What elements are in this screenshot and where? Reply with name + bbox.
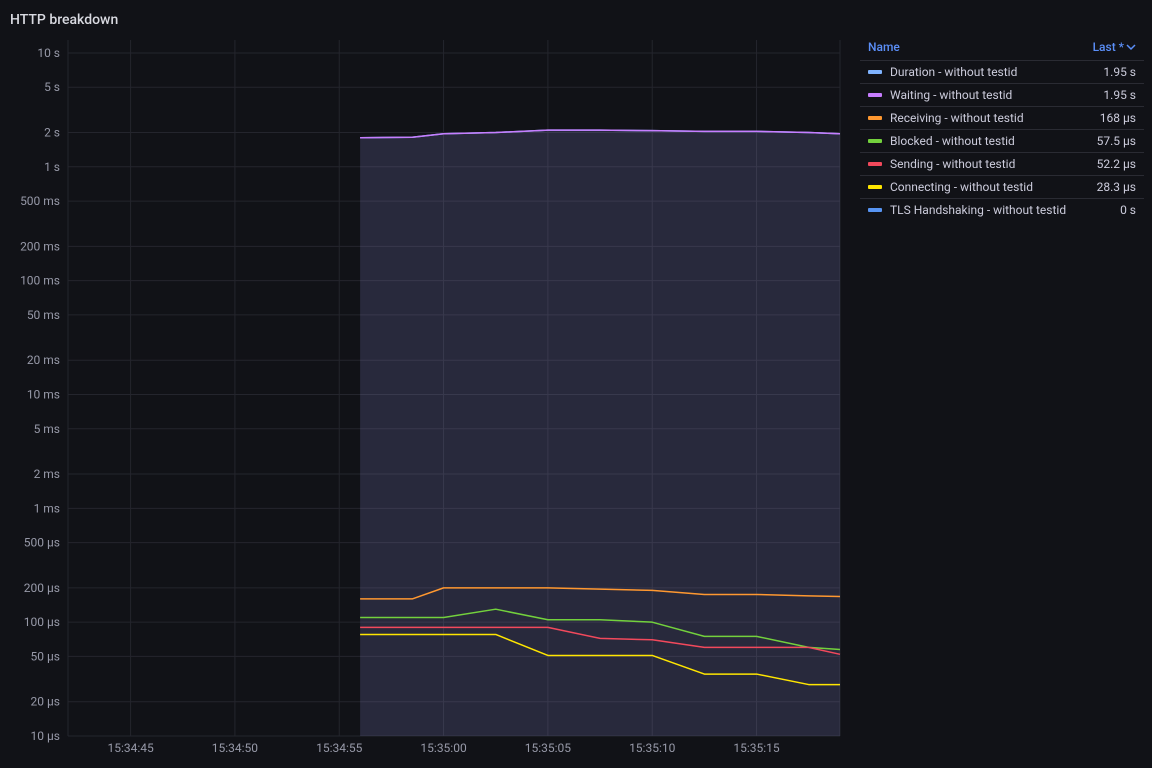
legend-label: Blocked - without testid — [890, 134, 1097, 148]
legend-value: 1.95 s — [1103, 65, 1136, 79]
legend-row[interactable]: Connecting - without testid28.3 µs — [860, 175, 1144, 198]
panel-body: 15:34:45 15:34:50 15:34:55 15:35:00 15:35:05… — [8, 36, 1144, 758]
legend-value: 168 µs — [1100, 111, 1136, 125]
legend-label: TLS Handshaking - without testid — [890, 203, 1120, 217]
legend-value: 0 s — [1120, 203, 1136, 217]
x-tick-label: 15:34:55 — [316, 741, 363, 755]
legend-row[interactable]: Duration - without testid1.95 s — [860, 60, 1144, 83]
x-tick-label: 15:35:05 — [525, 741, 572, 755]
x-tick-label: 15:34:45 — [107, 741, 154, 755]
legend-value-header[interactable]: Last * — [1093, 40, 1136, 54]
legend-label: Sending - without testid — [890, 157, 1097, 171]
x-tick-label: 15:35:15 — [733, 741, 780, 755]
y-tick-label: 10 s — [37, 46, 60, 60]
y-tick-label: 500 µs — [24, 536, 60, 550]
y-tick-label: 1 s — [44, 160, 60, 174]
y-tick-label: 20 ms — [27, 353, 60, 367]
legend: Name Last * Duration - without testid1.9… — [844, 36, 1144, 758]
legend-swatch — [868, 139, 882, 143]
panel-title: HTTP breakdown — [8, 8, 1144, 36]
legend-value: 52.2 µs — [1097, 157, 1136, 171]
y-tick-label: 20 µs — [31, 695, 60, 709]
legend-value: 57.5 µs — [1097, 134, 1136, 148]
y-tick-label: 2 s — [44, 126, 60, 140]
legend-row[interactable]: TLS Handshaking - without testid0 s — [860, 198, 1144, 221]
chevron-down-icon — [1126, 42, 1136, 52]
legend-swatch — [868, 185, 882, 189]
legend-value: 1.95 s — [1103, 88, 1136, 102]
legend-header[interactable]: Name Last * — [860, 36, 1144, 60]
y-tick-label: 500 ms — [20, 194, 60, 208]
legend-row[interactable]: Receiving - without testid168 µs — [860, 106, 1144, 129]
y-tick-label: 5 ms — [34, 422, 60, 436]
legend-row[interactable]: Waiting - without testid1.95 s — [860, 83, 1144, 106]
y-tick-label: 10 µs — [31, 729, 60, 743]
legend-name-header[interactable]: Name — [868, 40, 900, 54]
legend-swatch — [868, 162, 882, 166]
legend-label: Waiting - without testid — [890, 88, 1103, 102]
x-tick-label: 15:34:50 — [212, 741, 259, 755]
y-tick-label: 100 µs — [24, 615, 60, 629]
y-tick-label: 5 s — [44, 80, 60, 94]
y-tick-label: 10 ms — [27, 387, 60, 401]
y-tick-label: 1 ms — [34, 501, 60, 515]
http-breakdown-panel: HTTP breakdown 15:34:4515:34:5015:34:551… — [0, 0, 1152, 768]
y-tick-label: 50 µs — [31, 649, 60, 663]
legend-row[interactable]: Blocked - without testid57.5 µs — [860, 129, 1144, 152]
legend-swatch — [868, 93, 882, 97]
y-tick-label: 200 µs — [24, 581, 60, 595]
legend-row[interactable]: Sending - without testid52.2 µs — [860, 152, 1144, 175]
legend-label: Receiving - without testid — [890, 111, 1100, 125]
y-tick-label: 200 ms — [20, 239, 60, 253]
x-tick-label: 15:35:10 — [629, 741, 676, 755]
legend-label: Duration - without testid — [890, 65, 1103, 79]
y-tick-label: 2 ms — [34, 467, 60, 481]
line-chart-svg: 15:34:45 15:34:50 15:34:55 15:35:00 15:35:05… — [8, 36, 844, 758]
y-tick-label: 100 ms — [20, 274, 60, 288]
chart-area[interactable]: 15:34:45 15:34:50 15:34:55 15:35:00 15:35:05… — [8, 36, 844, 758]
legend-value: 28.3 µs — [1097, 180, 1136, 194]
series-fill — [360, 130, 840, 736]
legend-label: Connecting - without testid — [890, 180, 1097, 194]
legend-swatch — [868, 208, 882, 212]
legend-swatch — [868, 116, 882, 120]
legend-swatch — [868, 70, 882, 74]
x-tick-label: 15:35:00 — [420, 741, 467, 755]
y-tick-label: 50 ms — [27, 308, 60, 322]
